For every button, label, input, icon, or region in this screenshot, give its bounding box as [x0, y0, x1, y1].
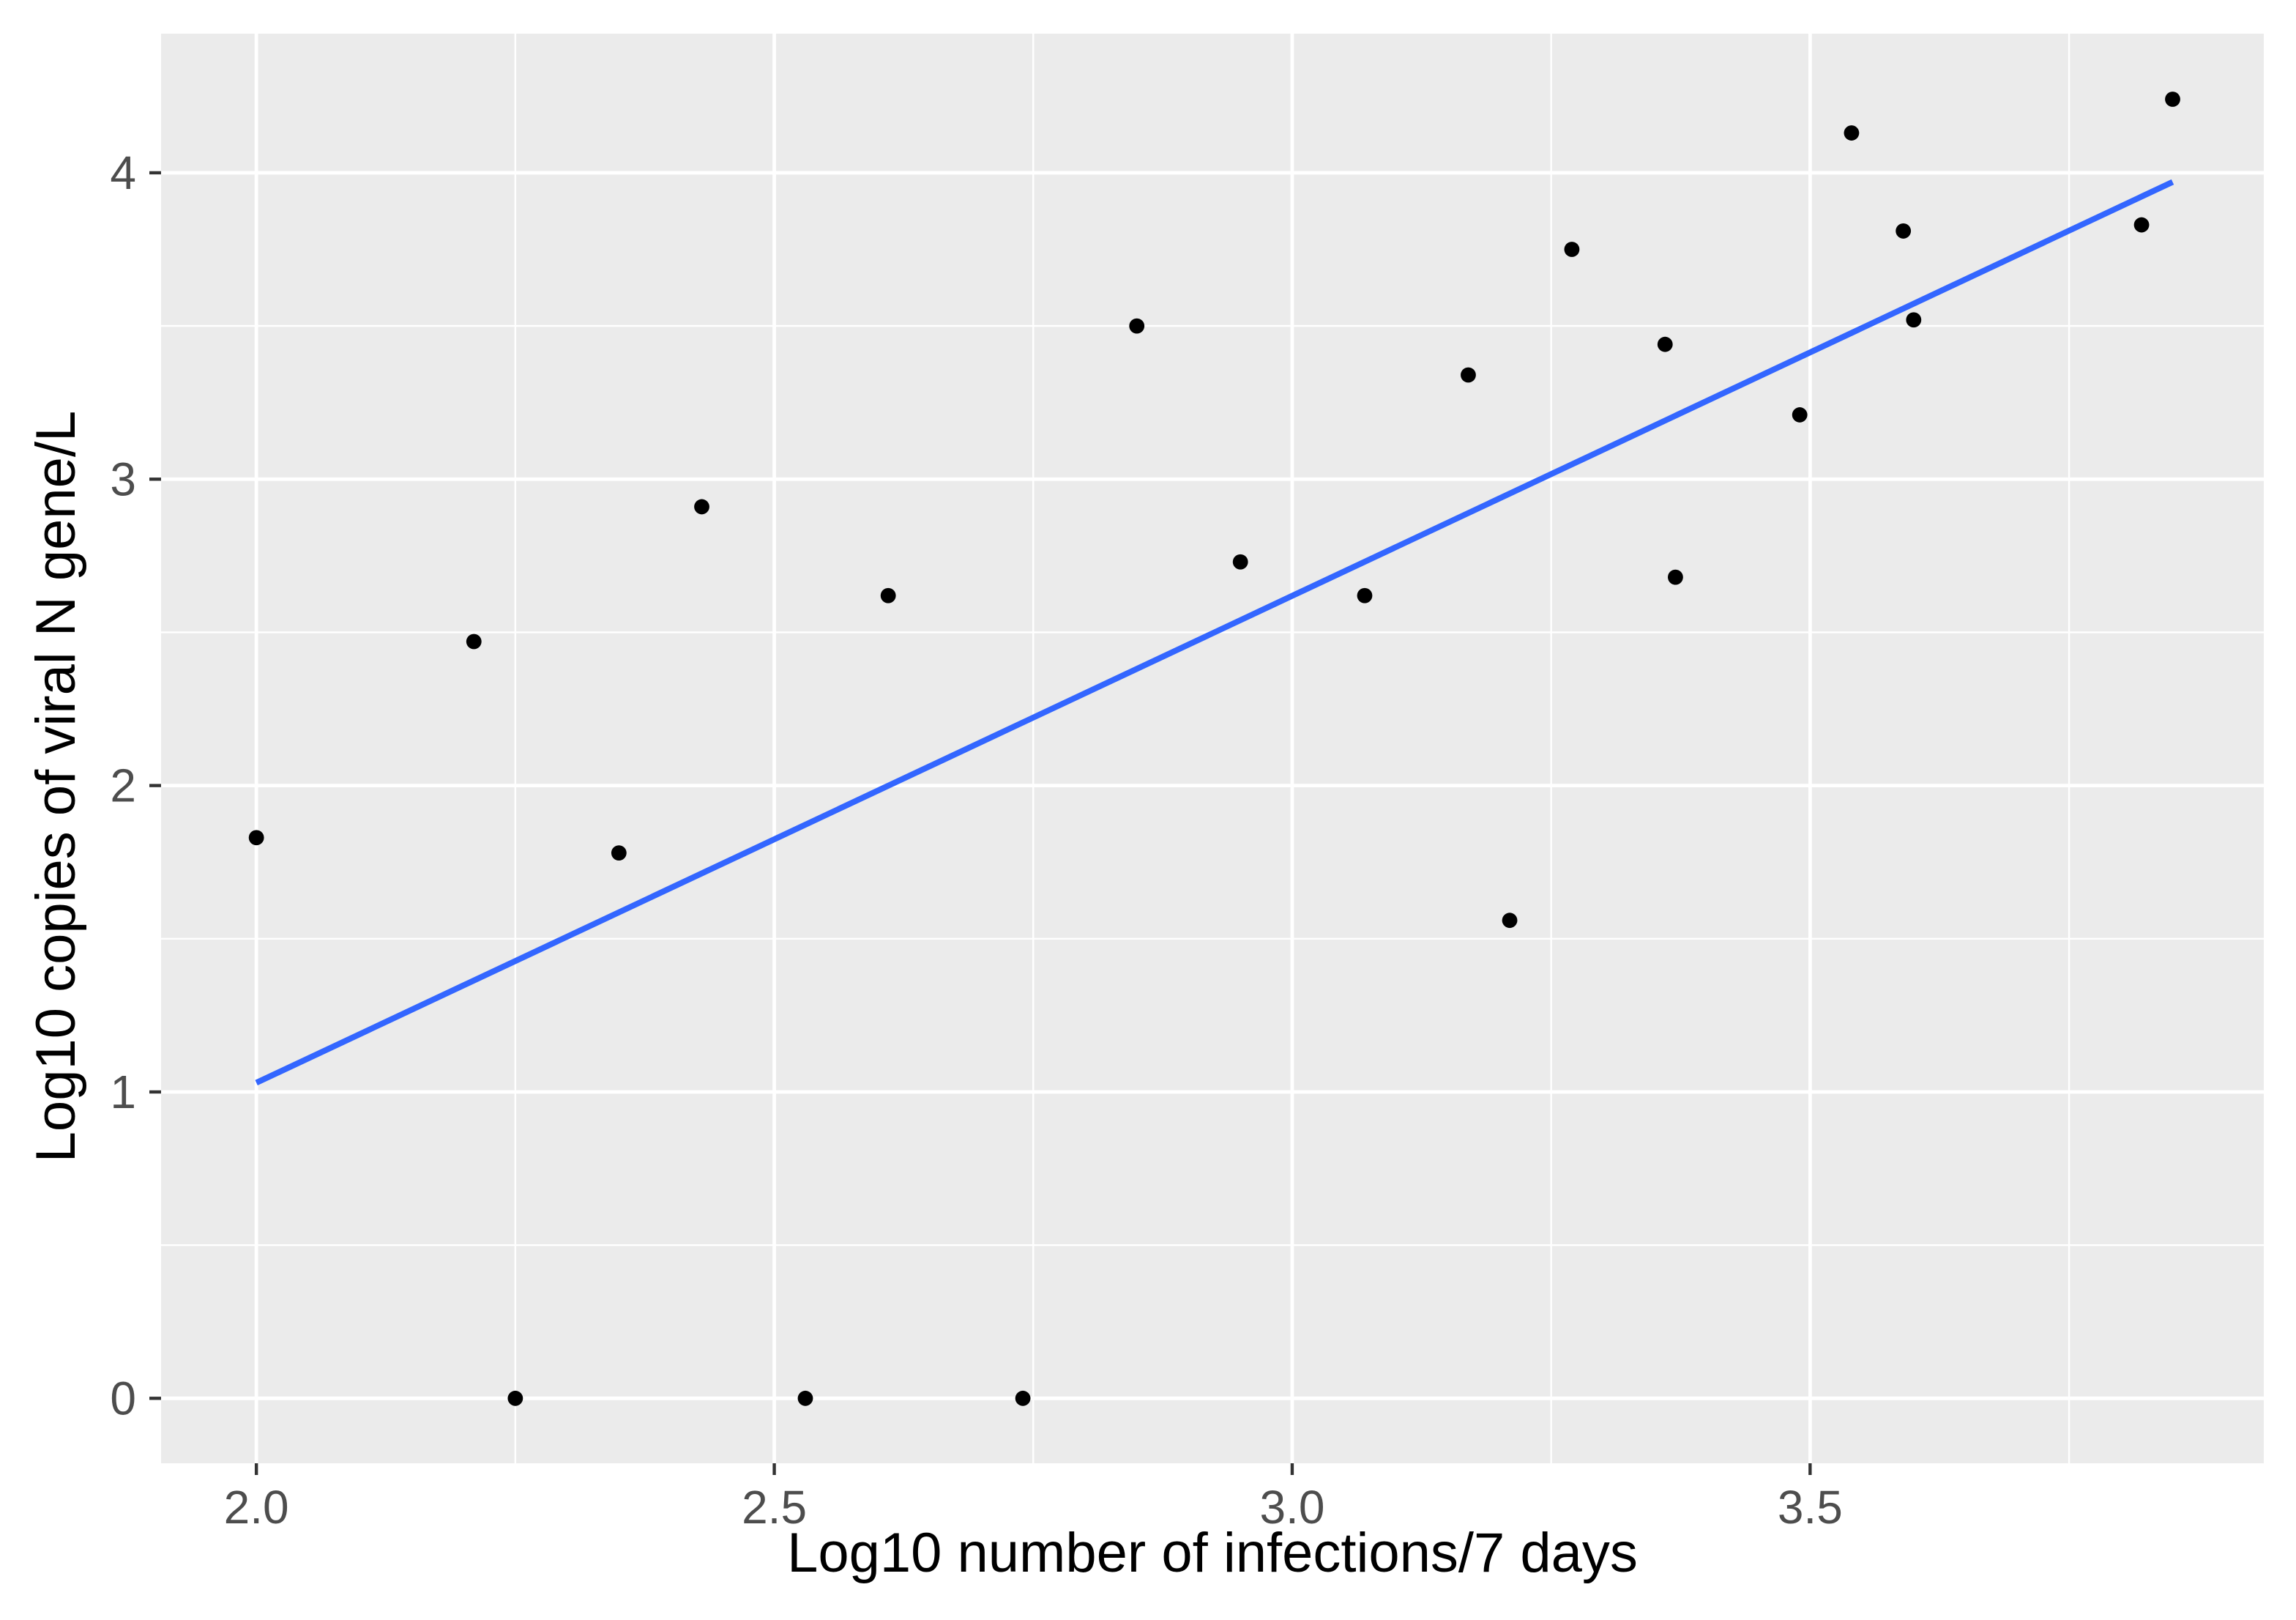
data-point	[797, 1390, 813, 1406]
x-tick-label: 2.0	[224, 1481, 289, 1534]
y-axis-title: Log10 copies of viral N gene/L	[26, 410, 88, 1163]
data-point	[1015, 1390, 1031, 1406]
y-tick-label: 0	[110, 1372, 136, 1424]
data-point	[1657, 336, 1673, 352]
x-tick-label: 3.0	[1259, 1481, 1324, 1534]
data-point	[1844, 125, 1860, 141]
data-point	[1232, 554, 1248, 570]
regression-line	[255, 179, 2174, 1086]
data-point	[2165, 92, 2180, 107]
x-axis-title: Log10 number of infections/7 days	[787, 1523, 1638, 1585]
data-point	[466, 633, 482, 650]
y-tick-label: 3	[110, 453, 136, 505]
y-tick-label: 4	[110, 146, 136, 199]
data-point	[694, 499, 709, 515]
data-point	[1502, 913, 1518, 929]
data-point	[1906, 312, 1922, 328]
data-point	[1896, 223, 1912, 239]
data-point	[248, 830, 264, 846]
data-point	[880, 587, 896, 603]
data-point	[1792, 407, 1808, 423]
data-point	[1564, 242, 1580, 257]
data-point	[1668, 569, 1683, 585]
y-tick-label: 2	[110, 759, 136, 812]
x-tick-label: 3.5	[1778, 1481, 1843, 1534]
data-point	[1357, 587, 1373, 603]
y-tick-label: 1	[110, 1066, 136, 1118]
plot-panel	[161, 34, 2264, 1463]
data-point	[507, 1390, 523, 1406]
data-point	[1461, 367, 1476, 383]
data-point	[1129, 318, 1145, 334]
data-point	[611, 845, 627, 861]
data-point	[2133, 217, 2150, 233]
x-tick-label: 2.5	[742, 1481, 807, 1534]
